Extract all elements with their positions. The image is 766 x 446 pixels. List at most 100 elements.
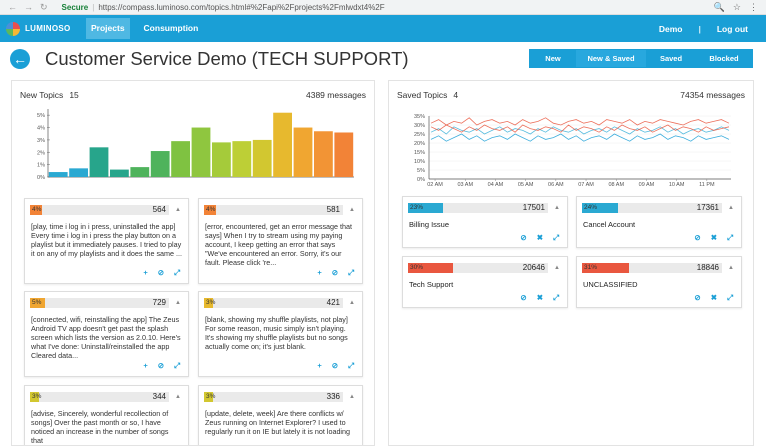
brand-logo[interactable]: LUMINOSO xyxy=(0,21,86,36)
save-topic-plus-icon[interactable]: + xyxy=(143,361,148,370)
topic-bar[interactable] xyxy=(110,169,129,177)
expand-topic-icon[interactable]: ⤢ xyxy=(553,293,559,302)
back-icon[interactable]: ← xyxy=(8,1,17,12)
expand-arrow-icon[interactable]: ▲ xyxy=(175,300,181,306)
expand-topic-icon[interactable]: ⤢ xyxy=(727,233,733,242)
saved-topic-card[interactable]: 24% 17361 ▲ Cancel Account ⊘ ✖ ⤢ xyxy=(576,196,742,248)
delete-topic-icon[interactable]: ✖ xyxy=(536,233,543,242)
zoom-icon[interactable]: 🔍 xyxy=(713,1,725,12)
expand-arrow-icon[interactable]: ▲ xyxy=(175,207,181,213)
topic-card[interactable]: 3% 344 ▲ [advise, Sincerely, wonderful reco… xyxy=(24,385,189,445)
topic-percent: 23% xyxy=(410,204,424,211)
size-bar-track xyxy=(204,392,343,402)
topic-count: 564 xyxy=(152,205,166,214)
topic-bar[interactable] xyxy=(293,127,313,177)
series-line[interactable] xyxy=(430,133,730,142)
topic-bar[interactable] xyxy=(252,139,272,177)
address-bar[interactable]: https://compass.luminoso.com/topics.html… xyxy=(98,2,385,12)
saved-topics-label: Saved Topics xyxy=(397,90,448,100)
topic-bar[interactable] xyxy=(273,112,292,177)
series-line[interactable] xyxy=(430,117,730,126)
topic-bar[interactable] xyxy=(89,147,109,177)
expand-arrow-icon[interactable]: ▲ xyxy=(728,265,734,271)
topic-card[interactable]: 3% 336 ▲ [update, delete, week] Are there c… xyxy=(198,385,363,445)
delete-topic-icon[interactable]: ✖ xyxy=(710,233,717,242)
series-line[interactable] xyxy=(430,126,730,135)
topic-count: 17361 xyxy=(696,203,719,212)
expand-topic-icon[interactable]: ⤢ xyxy=(348,361,354,370)
topic-card[interactable]: 4% 564 ▲ [play, time i log in i press, unin… xyxy=(24,198,189,284)
x-tick-label: 02 AM xyxy=(427,182,443,187)
save-topic-plus-icon[interactable]: + xyxy=(317,268,322,277)
block-topic-icon[interactable]: ⊘ xyxy=(520,233,527,242)
expand-arrow-icon[interactable]: ▲ xyxy=(554,265,560,271)
expand-arrow-icon[interactable]: ▲ xyxy=(175,394,181,400)
expand-topic-icon[interactable]: ⤢ xyxy=(174,268,180,277)
x-tick-label: 11 PM xyxy=(699,182,715,187)
delete-topic-icon[interactable]: ✖ xyxy=(710,293,717,302)
saved-topic-card[interactable]: 23% 17501 ▲ Billing Issue ⊘ ✖ ⤢ xyxy=(402,196,568,248)
x-tick-label: 08 AM xyxy=(608,182,624,187)
expand-topic-icon[interactable]: ⤢ xyxy=(553,233,559,242)
topic-bar[interactable] xyxy=(171,141,190,177)
saved-topic-card[interactable]: 31% 18846 ▲ UNCLASSIFIED ⊘ ✖ ⤢ xyxy=(576,256,742,308)
expand-topic-icon[interactable]: ⤢ xyxy=(348,268,354,277)
series-line[interactable] xyxy=(430,124,730,133)
topic-card[interactable]: 3% 421 ▲ [blank, showing my shuffle playlis… xyxy=(198,291,363,377)
x-tick-label: 03 AM xyxy=(457,182,473,187)
filter-new[interactable]: New xyxy=(530,50,576,67)
nav-tab-consumption[interactable]: Consumption xyxy=(143,23,199,33)
block-topic-icon[interactable]: ⊘ xyxy=(520,293,527,302)
topic-size-bar: 4% 564 ▲ xyxy=(30,205,183,215)
delete-topic-icon[interactable]: ✖ xyxy=(536,293,543,302)
expand-arrow-icon[interactable]: ▲ xyxy=(728,205,734,211)
reload-icon[interactable]: ↻ xyxy=(40,1,48,12)
topic-bar[interactable] xyxy=(130,167,150,177)
block-topic-icon[interactable]: ⊘ xyxy=(331,361,338,370)
user-name[interactable]: Demo xyxy=(658,23,683,34)
topic-card[interactable]: 5% 729 ▲ [connected, wifi, reinstalling the… xyxy=(24,291,189,377)
filter-blocked[interactable]: Blocked xyxy=(696,50,752,67)
topic-filter-group: New New & Saved Saved Blocked xyxy=(529,49,753,68)
expand-arrow-icon[interactable]: ▲ xyxy=(554,205,560,211)
expand-arrow-icon[interactable]: ▲ xyxy=(349,207,355,213)
expand-topic-icon[interactable]: ⤢ xyxy=(727,293,733,302)
expand-arrow-icon[interactable]: ▲ xyxy=(349,300,355,306)
topic-bar[interactable] xyxy=(212,142,231,177)
logout-link[interactable]: Log out xyxy=(716,23,748,34)
expand-arrow-icon[interactable]: ▲ xyxy=(349,394,355,400)
topic-bar[interactable] xyxy=(232,141,252,177)
size-bar-fill xyxy=(30,392,39,402)
menu-icon[interactable]: ⋮ xyxy=(749,1,758,12)
topic-percent: 4% xyxy=(32,206,42,213)
topic-bar[interactable] xyxy=(334,132,354,177)
topic-bar[interactable] xyxy=(48,172,68,177)
saved-topic-card[interactable]: 30% 20646 ▲ Tech Support ⊘ ✖ ⤢ xyxy=(402,256,568,308)
topic-card[interactable]: 4% 581 ▲ [error, encountered, get an error … xyxy=(198,198,363,284)
forward-icon[interactable]: → xyxy=(24,1,33,12)
save-topic-plus-icon[interactable]: + xyxy=(317,361,322,370)
y-tick-label: 30% xyxy=(414,123,425,129)
block-topic-icon[interactable]: ⊘ xyxy=(157,361,164,370)
topic-bar[interactable] xyxy=(150,151,170,177)
nav-tab-projects[interactable]: Projects xyxy=(86,18,130,39)
topic-bar[interactable] xyxy=(69,168,88,177)
star-icon[interactable]: ☆ xyxy=(732,1,741,12)
topic-bar[interactable] xyxy=(191,127,211,177)
expand-topic-icon[interactable]: ⤢ xyxy=(174,361,180,370)
block-topic-icon[interactable]: ⊘ xyxy=(694,233,701,242)
brand-name: LUMINOSO xyxy=(25,24,71,33)
filter-saved[interactable]: Saved xyxy=(646,50,696,67)
topic-bar[interactable] xyxy=(314,131,333,177)
size-bar-track xyxy=(204,298,343,308)
size-bar-track xyxy=(408,203,548,213)
block-topic-icon[interactable]: ⊘ xyxy=(331,268,338,277)
filter-new-and-saved[interactable]: New & Saved xyxy=(576,50,646,67)
back-button[interactable]: ← xyxy=(10,49,30,69)
y-tick-label: 0% xyxy=(37,175,45,181)
saved-topic-name: Tech Support xyxy=(409,280,454,289)
block-topic-icon[interactable]: ⊘ xyxy=(157,268,164,277)
save-topic-plus-icon[interactable]: + xyxy=(143,268,148,277)
topic-count: 18846 xyxy=(696,263,719,272)
block-topic-icon[interactable]: ⊘ xyxy=(694,293,701,302)
